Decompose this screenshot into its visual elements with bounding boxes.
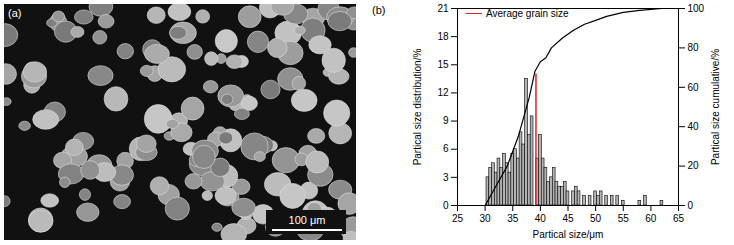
svg-text:3: 3 <box>443 172 449 183</box>
svg-text:15: 15 <box>437 59 449 70</box>
svg-text:80: 80 <box>688 42 700 53</box>
svg-text:40: 40 <box>688 121 700 132</box>
svg-text:45: 45 <box>562 213 574 224</box>
svg-text:100: 100 <box>688 3 705 14</box>
svg-text:25: 25 <box>452 213 464 224</box>
svg-text:21: 21 <box>437 3 449 14</box>
svg-text:(a): (a) <box>8 7 21 19</box>
svg-text:0: 0 <box>443 200 449 211</box>
html-text:Average grain size: Average grain size <box>486 8 569 19</box>
svg-text:9: 9 <box>443 115 449 126</box>
svg-text:12: 12 <box>437 87 449 98</box>
svg-text:0: 0 <box>688 200 694 211</box>
svg-text:60: 60 <box>688 82 700 93</box>
svg-text:6: 6 <box>443 143 449 154</box>
svg-text:35: 35 <box>507 213 519 224</box>
svg-text:Partical size/μm: Partical size/μm <box>533 229 604 240</box>
svg-text:20: 20 <box>688 160 700 171</box>
svg-text:40: 40 <box>535 213 547 224</box>
svg-text:Partical size cumulative/%: Partical size cumulative/% <box>710 49 721 165</box>
svg-text:100 μm: 100 μm <box>289 214 326 226</box>
svg-text:65: 65 <box>673 213 685 224</box>
svg-text:50: 50 <box>590 213 602 224</box>
svg-text:Partical size distribution/%: Partical size distribution/% <box>412 49 423 166</box>
svg-text:55: 55 <box>618 213 630 224</box>
html-text:(b): (b) <box>372 4 386 16</box>
svg-text:18: 18 <box>437 31 449 42</box>
svg-text:60: 60 <box>645 213 657 224</box>
svg-text:30: 30 <box>480 213 492 224</box>
